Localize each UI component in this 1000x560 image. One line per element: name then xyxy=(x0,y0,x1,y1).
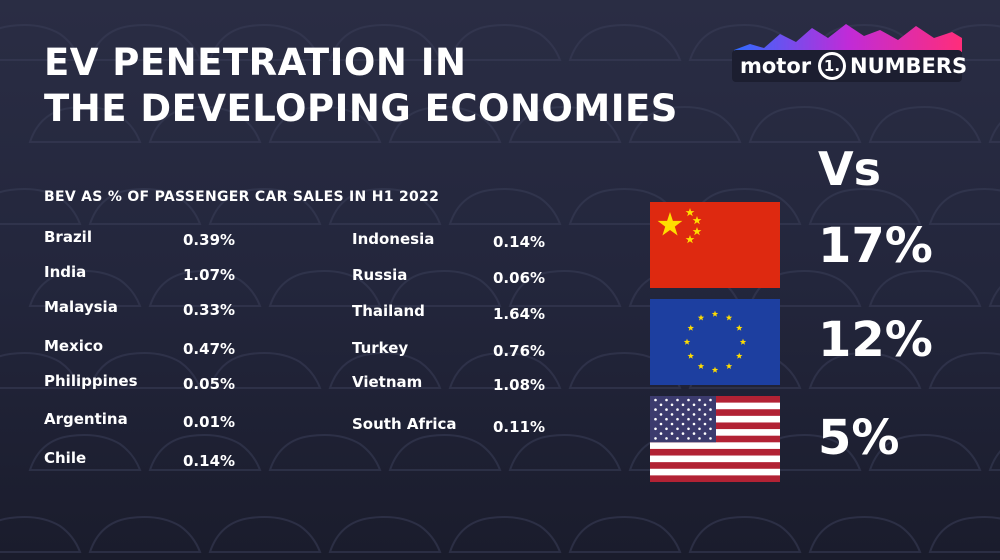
country-label: Chile xyxy=(44,449,87,467)
bev-share-value: 0.06% xyxy=(493,269,546,287)
country-label: Thailand xyxy=(352,302,425,320)
eu-percentage: 12% xyxy=(818,312,933,368)
country-label: India xyxy=(44,263,87,281)
bev-share-value: 0.11% xyxy=(493,418,546,436)
country-label: Brazil xyxy=(44,228,92,246)
bev-share-value: 0.05% xyxy=(183,375,236,393)
logo-text-numbers: NUMBERS xyxy=(850,54,968,78)
country-label: Vietnam xyxy=(352,373,423,391)
china-percentage: 17% xyxy=(818,218,933,274)
country-label: Malaysia xyxy=(44,298,118,316)
country-label: Turkey xyxy=(352,339,409,357)
bev-share-value: 0.14% xyxy=(493,233,546,251)
chart-subtitle: BEV AS % OF PASSENGER CAR SALES IN H1 20… xyxy=(44,189,440,205)
vs-label: Vs xyxy=(818,142,881,196)
usa-percentage: 5% xyxy=(818,410,900,466)
country-label: Philippines xyxy=(44,372,138,390)
bev-share-value: 1.07% xyxy=(183,266,236,284)
title-line-1: EV PENETRATION IN xyxy=(44,41,467,84)
country-label: Indonesia xyxy=(352,230,435,248)
china-flag xyxy=(650,202,780,288)
logo-text-motor: motor xyxy=(740,54,812,78)
logo-text-one: 1. xyxy=(818,52,846,80)
bev-share-value: 1.64% xyxy=(493,305,546,323)
usa-flag xyxy=(650,396,780,482)
bev-share-value: 1.08% xyxy=(493,376,546,394)
motor1-numbers-logo: motor 1. NUMBERS xyxy=(730,20,968,86)
bev-share-value: 0.14% xyxy=(183,452,236,470)
page-title: EV PENETRATION IN THE DEVELOPING ECONOMI… xyxy=(44,40,678,132)
country-label: Argentina xyxy=(44,410,128,428)
country-label: Russia xyxy=(352,266,408,284)
bev-share-value: 0.47% xyxy=(183,340,236,358)
country-label: South Africa xyxy=(352,415,457,433)
bev-share-value: 0.33% xyxy=(183,301,236,319)
bev-share-value: 0.76% xyxy=(493,342,546,360)
eu-flag xyxy=(650,299,780,385)
country-label: Mexico xyxy=(44,337,104,355)
title-line-2: THE DEVELOPING ECONOMIES xyxy=(44,87,678,130)
bev-share-value: 0.01% xyxy=(183,413,236,431)
bev-share-value: 0.39% xyxy=(183,231,236,249)
